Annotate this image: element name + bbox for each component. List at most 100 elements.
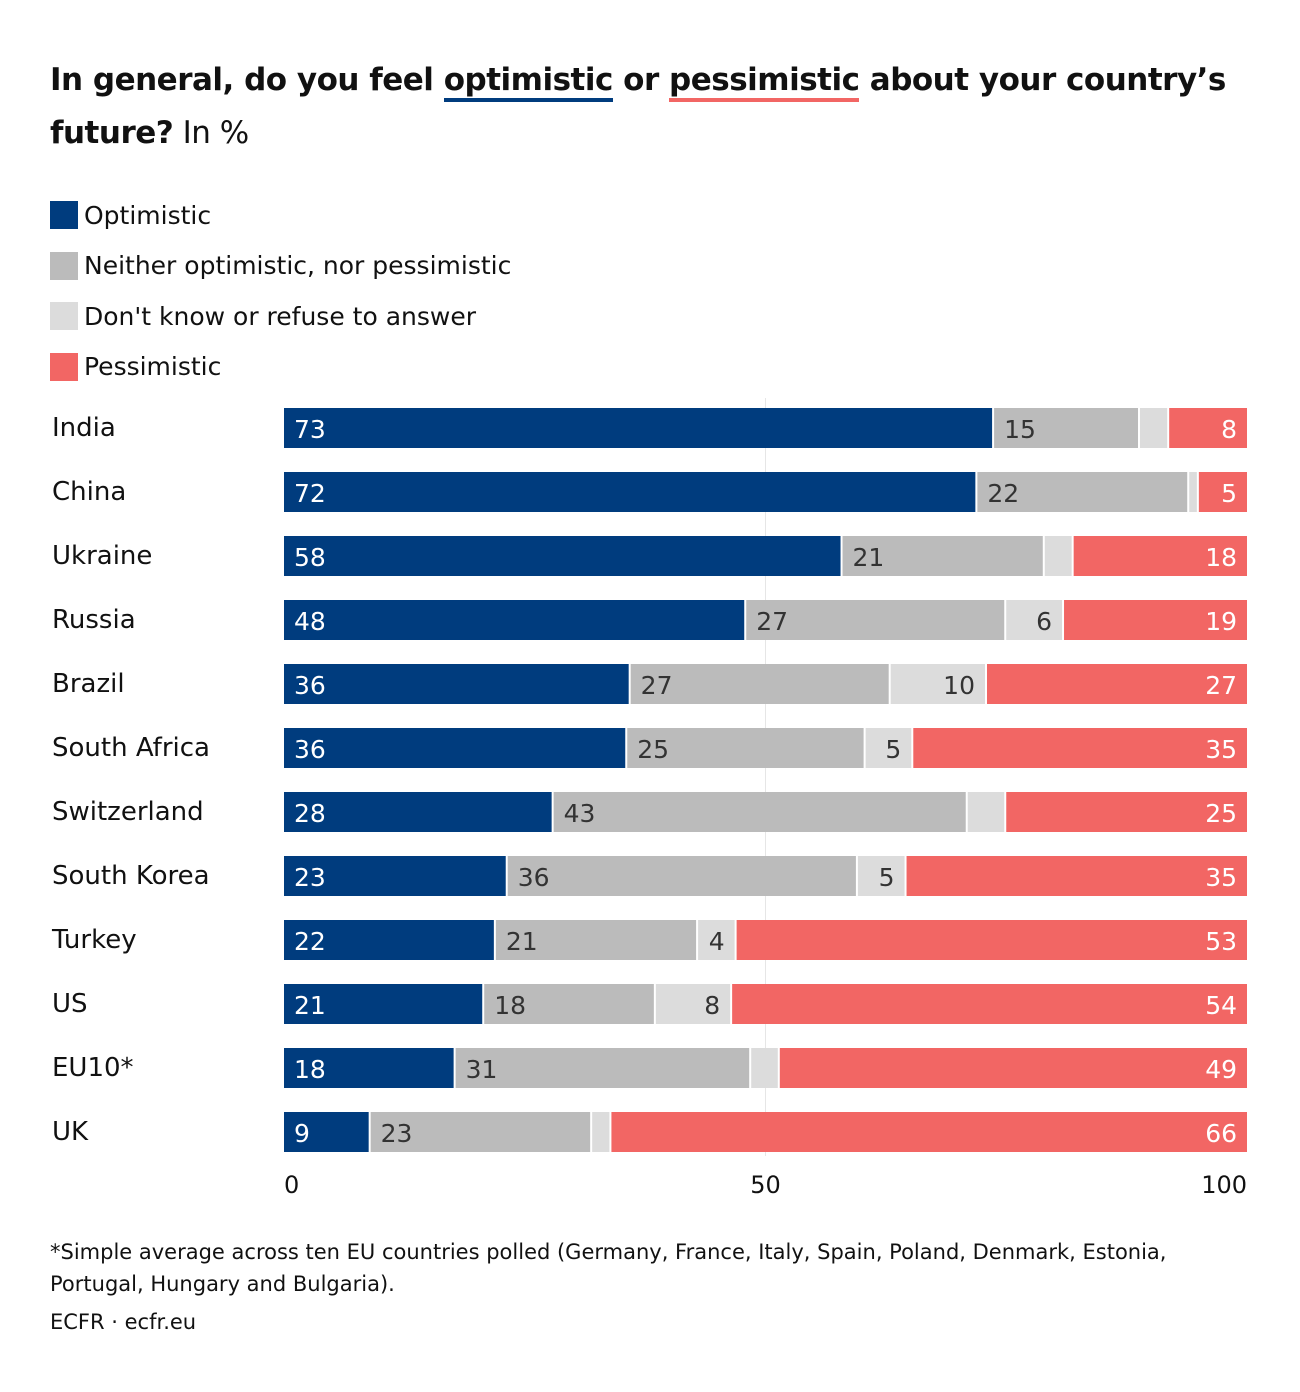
bar-segment — [284, 856, 506, 896]
data-label: 5 — [885, 735, 901, 764]
data-label: 25 — [1205, 799, 1237, 828]
bar-segment — [967, 792, 1005, 832]
bar-segment — [1073, 536, 1247, 576]
data-label: 25 — [637, 735, 669, 764]
category-label: Russia — [52, 605, 136, 635]
legend-label: Optimistic — [84, 200, 212, 230]
chart-title: In general, do you feel optimistic or pe… — [50, 54, 1260, 160]
bar-segment — [751, 1048, 778, 1088]
bar-segment — [779, 1048, 1247, 1088]
bar-segment — [1044, 536, 1072, 576]
bar-segment — [553, 792, 966, 832]
data-label: 8 — [1221, 415, 1237, 444]
bar-segment — [906, 856, 1247, 896]
bar-segment — [1006, 600, 1063, 640]
bar-segment — [913, 728, 1247, 768]
bar-segment — [592, 1112, 610, 1152]
data-label: 72 — [294, 479, 326, 508]
title-optimistic: optimistic — [443, 62, 613, 102]
data-label: 22 — [987, 479, 1019, 508]
data-label: 53 — [1205, 927, 1237, 956]
category-label: India — [52, 413, 116, 443]
x-tick-label: 0 — [284, 1171, 299, 1199]
title-pessimistic: pessimistic — [669, 62, 860, 102]
data-label: 58 — [294, 543, 326, 572]
category-label: South Korea — [52, 861, 210, 891]
category-label: Ukraine — [52, 541, 152, 571]
legend-swatch — [50, 352, 78, 381]
data-label: 35 — [1205, 735, 1237, 764]
data-label: 27 — [1205, 671, 1237, 700]
bar-segment — [1140, 408, 1168, 448]
legend-label: Don't know or refuse to answer — [84, 301, 476, 331]
category-label: US — [52, 989, 88, 1019]
data-label: 21 — [506, 927, 538, 956]
bar-segment — [746, 600, 1005, 640]
data-label: 36 — [294, 735, 326, 764]
bar-segment — [284, 792, 552, 832]
bar-segment — [1189, 472, 1197, 512]
source: ECFR · ecfr.eu — [50, 1310, 197, 1334]
bar-segment — [284, 472, 976, 512]
bar-segment — [1064, 600, 1247, 640]
data-label: 28 — [294, 799, 326, 828]
title-unit: In % — [173, 115, 250, 151]
data-label: 9 — [294, 1119, 310, 1148]
data-label: 54 — [1205, 991, 1237, 1020]
bar-segment — [284, 408, 993, 448]
bar-segment — [1198, 472, 1247, 512]
legend-item: Optimistic — [50, 190, 511, 241]
bar-segment — [1169, 408, 1247, 448]
data-label: 10 — [943, 671, 975, 700]
data-label: 15 — [1004, 415, 1036, 444]
legend-swatch — [50, 251, 78, 280]
bar-segment — [994, 408, 1138, 448]
data-label: 49 — [1205, 1055, 1237, 1084]
title-text: or — [612, 62, 670, 98]
data-label: 6 — [1036, 607, 1052, 636]
bar-segment — [842, 536, 1043, 576]
bar-segment — [284, 728, 626, 768]
bar-segment — [495, 920, 697, 960]
bar-segment — [655, 984, 731, 1024]
data-label: 22 — [294, 927, 326, 956]
data-label: 18 — [1205, 543, 1237, 572]
legend: Optimistic Neither optimistic, nor pessim… — [50, 190, 511, 392]
bar-segment — [890, 664, 985, 704]
x-tick-label: 50 — [750, 1171, 781, 1199]
bar-segment — [977, 472, 1188, 512]
data-label: 31 — [466, 1055, 498, 1084]
title-text: In general, do you feel — [50, 62, 444, 98]
data-label: 73 — [294, 415, 326, 444]
bar-segment — [1006, 792, 1247, 832]
bar-segment — [857, 856, 905, 896]
bar-segment — [284, 536, 841, 576]
bar-segment — [627, 728, 864, 768]
bar-segment — [630, 664, 889, 704]
bar-segment — [455, 1048, 750, 1088]
legend-swatch — [50, 201, 78, 230]
legend-label: Neither optimistic, nor pessimistic — [84, 251, 512, 281]
legend-item: Don't know or refuse to answer — [50, 291, 511, 342]
data-label: 43 — [564, 799, 596, 828]
data-label: 27 — [756, 607, 788, 636]
x-tick-label: 100 — [1201, 1171, 1247, 1199]
bar-segment — [484, 984, 654, 1024]
data-label: 21 — [853, 543, 885, 572]
bar-segment — [986, 664, 1247, 704]
footnote: *Simple average across ten EU countries … — [50, 1240, 1167, 1296]
data-label: 8 — [704, 991, 720, 1020]
data-label: 5 — [879, 863, 895, 892]
category-label: China — [52, 477, 126, 507]
bar-segment — [611, 1112, 1247, 1152]
bar-segment — [865, 728, 912, 768]
data-label: 21 — [294, 991, 326, 1020]
legend-item: Neither optimistic, nor pessimistic — [50, 241, 511, 292]
data-label: 4 — [709, 927, 725, 956]
data-label: 18 — [494, 991, 526, 1020]
bar-segment — [284, 920, 494, 960]
data-label: 27 — [641, 671, 673, 700]
legend-label: Pessimistic — [84, 352, 222, 382]
category-label: EU10* — [52, 1053, 134, 1083]
